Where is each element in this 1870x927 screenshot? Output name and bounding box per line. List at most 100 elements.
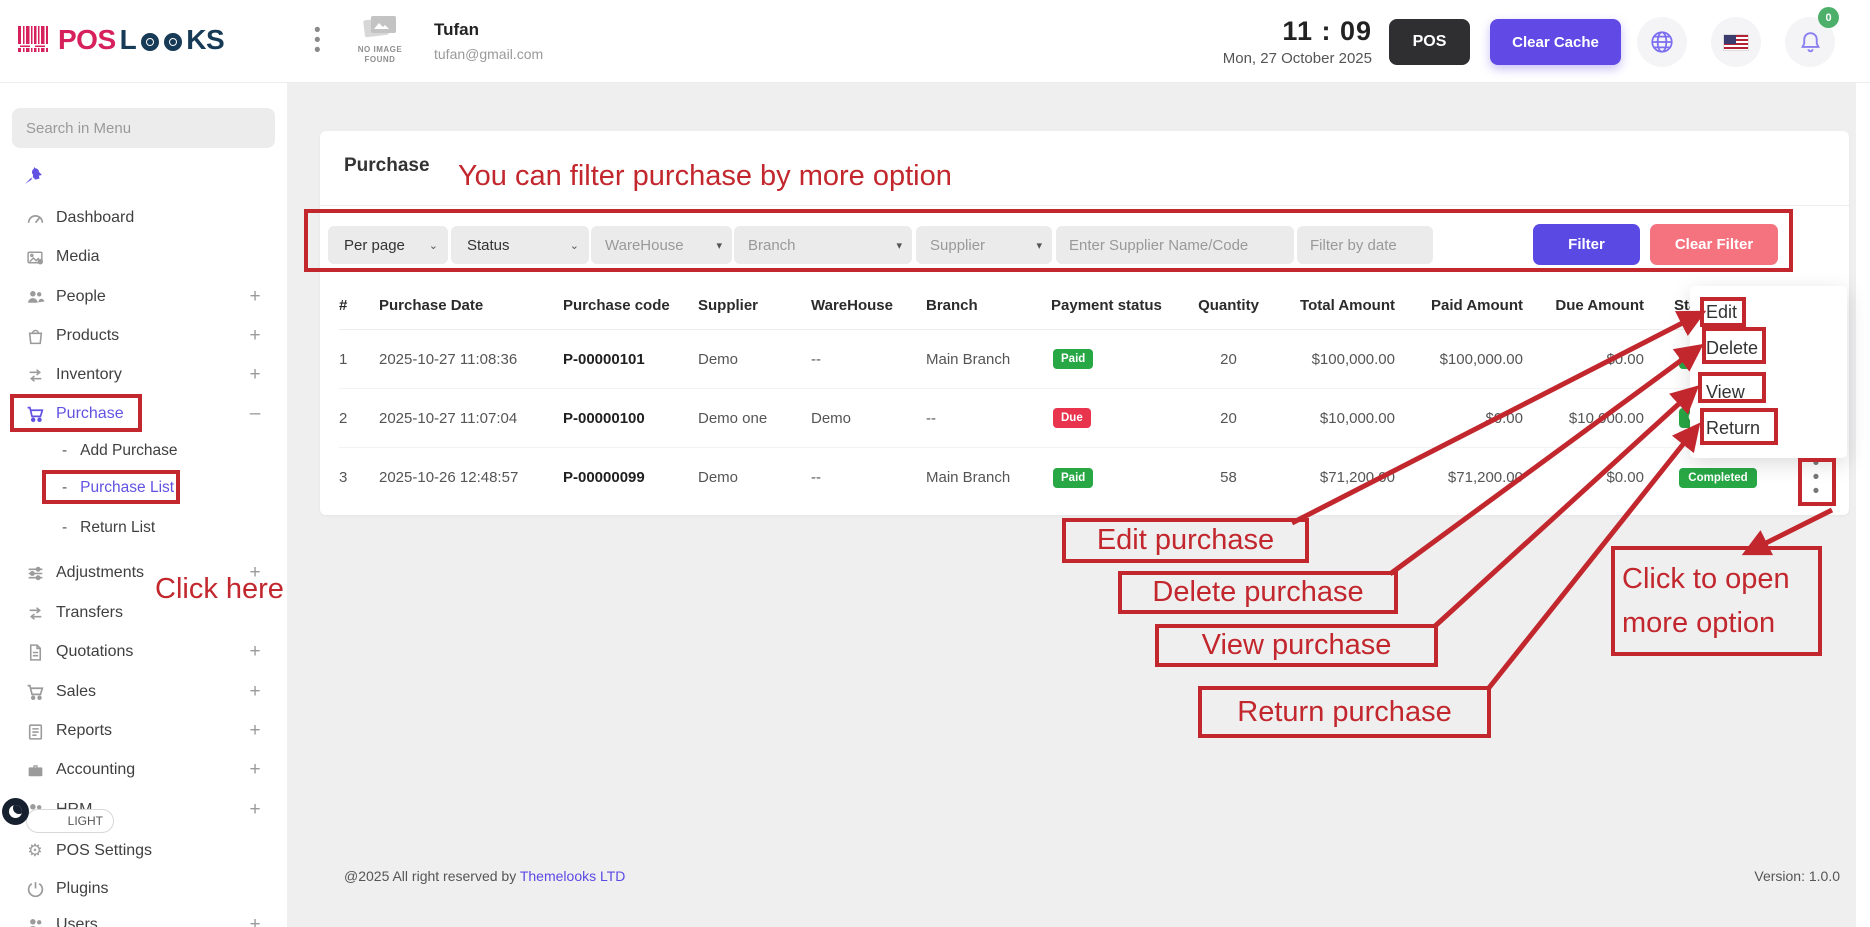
- avatar-placeholder[interactable]: NO IMAGE FOUND: [352, 14, 408, 65]
- expand-plus-icon[interactable]: +: [249, 914, 261, 927]
- top-header: POS L KS • • • NO IMAGE FOUND Tufan tufan@gm…: [0, 0, 1870, 83]
- warehouse-select[interactable]: WareHouse ▾: [591, 226, 732, 264]
- dashboard-icon: [24, 209, 46, 228]
- date-filter-input[interactable]: [1297, 226, 1433, 264]
- globe-icon: [1651, 31, 1673, 53]
- annotation-row-ellipsis-box: [1798, 458, 1836, 506]
- annotation-return-item-box: [1700, 408, 1778, 445]
- expand-plus-icon[interactable]: +: [249, 720, 261, 741]
- chevron-down-icon: ⌄: [569, 239, 579, 252]
- search-input[interactable]: [12, 108, 275, 148]
- no-image-icon: [363, 16, 396, 38]
- user-name: Tufan: [434, 20, 480, 39]
- per-page-select[interactable]: Per page ⌄: [328, 226, 448, 264]
- status-select[interactable]: Status ⌄: [451, 226, 589, 264]
- divider: [320, 205, 1849, 206]
- sidebar-item-add-purchase[interactable]: - Add Purchase: [62, 442, 178, 459]
- dropdown-item-view[interactable]: View: [1706, 382, 1745, 402]
- sidebar-item-return-list[interactable]: - Return List: [62, 519, 156, 536]
- branch-select[interactable]: Branch ▾: [734, 226, 912, 264]
- expand-plus-icon[interactable]: +: [249, 325, 261, 346]
- supplier-select[interactable]: Supplier ▾: [916, 226, 1052, 264]
- version-label: Version: 1.0.0: [1754, 868, 1840, 884]
- locale-flag-button[interactable]: [1711, 17, 1761, 67]
- media-icon: [24, 248, 46, 267]
- col-num: #: [339, 296, 348, 314]
- clear-cache-button[interactable]: Clear Cache: [1490, 19, 1621, 65]
- sidebar-item-products[interactable]: Products +: [0, 322, 287, 350]
- user-info[interactable]: Tufan tufan@gmail.com: [434, 20, 543, 62]
- no-image-text-1: NO IMAGE: [357, 45, 403, 54]
- col-due-amount: Due Amount: [1555, 296, 1644, 314]
- payment-badge: Due: [1053, 408, 1091, 428]
- col-branch: Branch: [926, 296, 978, 314]
- sidebar-item-people[interactable]: People +: [0, 283, 287, 311]
- pos-button[interactable]: POS: [1389, 19, 1470, 65]
- logo-o-icon: [163, 33, 182, 51]
- people-icon: [24, 288, 46, 307]
- sidebar-item-quotations[interactable]: Quotations +: [0, 638, 287, 666]
- products-icon: [24, 327, 46, 346]
- sidebar-item-transfers[interactable]: Transfers: [0, 599, 287, 627]
- sidebar-item-inventory[interactable]: Inventory +: [0, 361, 287, 389]
- us-flag-icon: [1723, 33, 1749, 51]
- theme-toggle-label[interactable]: LIGHT: [26, 809, 114, 833]
- plugin-icon: [24, 880, 46, 899]
- transfer-icon: [24, 604, 46, 623]
- scrollbar[interactable]: [1856, 83, 1870, 927]
- app-logo[interactable]: POS L KS: [18, 24, 225, 56]
- dropdown-item-delete[interactable]: Delete: [1706, 338, 1759, 358]
- annotation-filter-note: You can filter purchase by more option: [458, 160, 952, 192]
- col-supplier: Supplier: [698, 296, 759, 314]
- table-row: 2 2025-10-27 11:07:04 P-00000100 Demo on…: [339, 389, 1840, 448]
- annotation-delete-purchase: Delete purchase: [1118, 571, 1398, 614]
- annotation-delete-item-box: [1702, 327, 1766, 364]
- clipboard-icon: [24, 722, 46, 741]
- sidebar-item-dashboard[interactable]: Dashboard: [0, 204, 287, 232]
- annotation-more-option: Click to open more option: [1611, 546, 1822, 656]
- expand-plus-icon[interactable]: +: [249, 641, 261, 662]
- sidebar-item-purchase[interactable]: Purchase –: [0, 400, 287, 428]
- col-purchase-date: Purchase Date: [379, 296, 484, 314]
- row-actions-ellipsis-icon[interactable]: •••: [1812, 452, 1820, 502]
- logo-text-pos: POS: [58, 24, 116, 55]
- logo-text-l: L: [119, 24, 137, 55]
- briefcase-icon: [24, 761, 46, 780]
- expand-plus-icon[interactable]: +: [249, 286, 261, 307]
- sidebar-item-adjustments[interactable]: Adjustments +: [0, 559, 287, 587]
- dropdown-item-return[interactable]: Return: [1706, 418, 1761, 438]
- collapse-minus-icon[interactable]: –: [249, 403, 261, 424]
- sidebar-item-pos-settings[interactable]: ⚙ POS Settings: [0, 837, 287, 865]
- pin-icon[interactable]: [22, 165, 44, 192]
- annotation-click-here: Click here: [155, 573, 284, 605]
- sidebar-toggle-ellipsis-icon[interactable]: • • •: [314, 20, 321, 61]
- sidebar-item-media[interactable]: Media: [0, 243, 287, 271]
- expand-plus-icon[interactable]: +: [249, 562, 261, 583]
- clock-time: 11 : 09: [1282, 16, 1372, 46]
- purchase-table: # Purchase Date Purchase code Supplier W…: [339, 281, 1840, 507]
- sidebar-item-reports[interactable]: Reports +: [0, 717, 287, 745]
- theme-toggle-button[interactable]: [2, 798, 29, 825]
- col-purchase-code: Purchase code: [563, 296, 670, 314]
- expand-plus-icon[interactable]: +: [249, 799, 261, 820]
- dropdown-item-edit[interactable]: Edit: [1706, 302, 1738, 322]
- table-header-row: # Purchase Date Purchase code Supplier W…: [339, 281, 1840, 330]
- clear-filter-button[interactable]: Clear Filter: [1650, 224, 1778, 265]
- sidebar-item-users[interactable]: Users +: [0, 911, 287, 927]
- filter-button[interactable]: Filter: [1533, 224, 1640, 265]
- annotation-edit-purchase: Edit purchase: [1062, 518, 1309, 563]
- cart-icon: [24, 405, 46, 424]
- sidebar-item-plugins[interactable]: Plugins: [0, 875, 287, 903]
- sidebar-item-accounting[interactable]: Accounting +: [0, 756, 287, 784]
- sidebar-item-sales[interactable]: Sales +: [0, 678, 287, 706]
- themelooks-link[interactable]: Themelooks LTD: [519, 868, 626, 884]
- expand-plus-icon[interactable]: +: [249, 364, 261, 385]
- col-payment-status: Payment status: [1051, 296, 1162, 314]
- sidebar-item-purchase-list[interactable]: - Purchase List: [62, 479, 175, 496]
- supplier-name-input[interactable]: [1056, 226, 1294, 264]
- barcode-icon: [18, 26, 48, 52]
- caret-down-icon: ▾: [1036, 239, 1042, 252]
- expand-plus-icon[interactable]: +: [249, 759, 261, 780]
- language-globe-button[interactable]: [1637, 17, 1687, 67]
- expand-plus-icon[interactable]: +: [249, 681, 261, 702]
